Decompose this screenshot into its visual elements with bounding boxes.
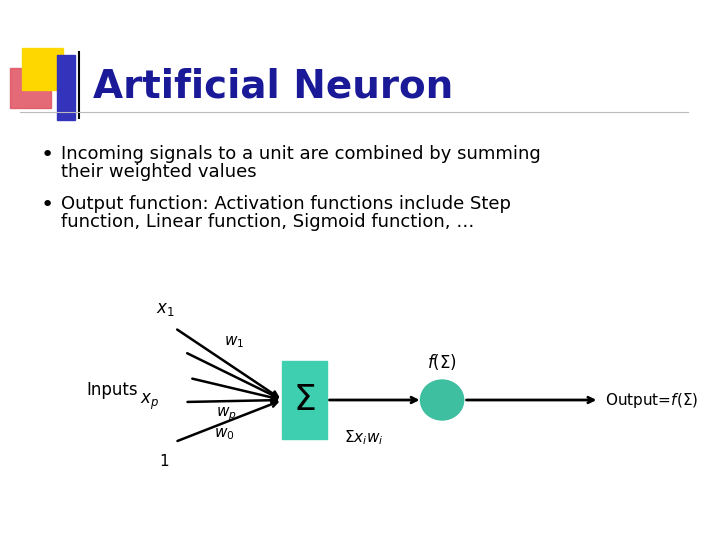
Bar <box>57 55 75 120</box>
Text: $\Sigma x_i w_i$: $\Sigma x_i w_i$ <box>344 428 384 447</box>
Text: Incoming signals to a unit are combined by summing: Incoming signals to a unit are combined … <box>61 145 541 163</box>
Text: Output function: Activation functions include Step: Output function: Activation functions in… <box>61 195 511 213</box>
Text: $w_0$: $w_0$ <box>214 426 235 442</box>
Text: •: • <box>40 195 54 215</box>
Text: their weighted values: their weighted values <box>61 163 256 181</box>
Ellipse shape <box>420 380 464 420</box>
Text: $w_1$: $w_1$ <box>224 334 244 350</box>
Bar <box>10 68 51 108</box>
Text: function, Linear function, Sigmoid function, …: function, Linear function, Sigmoid funct… <box>61 213 474 231</box>
Text: Artificial Neuron: Artificial Neuron <box>94 68 454 106</box>
Text: Inputs: Inputs <box>86 381 138 399</box>
Text: $x_p$: $x_p$ <box>140 392 159 412</box>
Text: •: • <box>40 145 54 165</box>
Text: Output=$f(\Sigma)$: Output=$f(\Sigma)$ <box>605 390 698 409</box>
Bar <box>282 361 327 439</box>
Text: 1: 1 <box>159 454 169 469</box>
Text: $w_p$: $w_p$ <box>216 405 237 423</box>
Text: $x_1$: $x_1$ <box>156 300 174 318</box>
Text: $f(\Sigma)$: $f(\Sigma)$ <box>427 352 457 372</box>
Bar <box>22 48 63 90</box>
Text: $\Sigma$: $\Sigma$ <box>293 383 316 417</box>
